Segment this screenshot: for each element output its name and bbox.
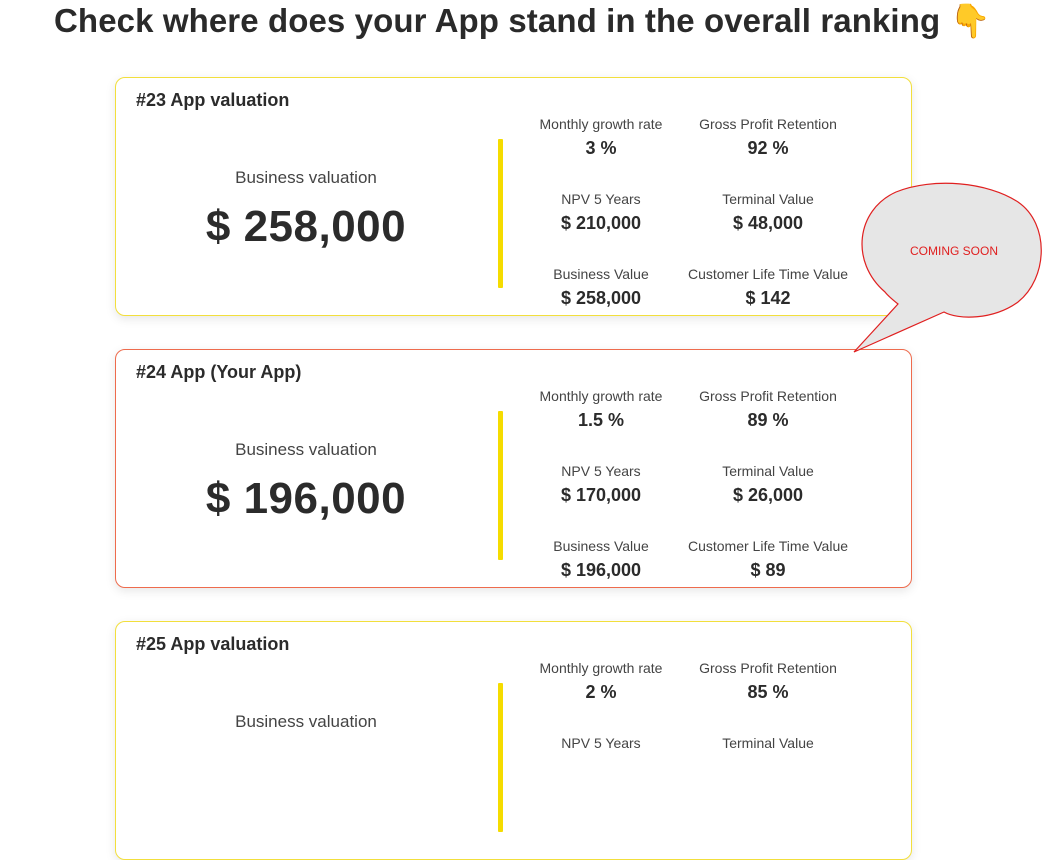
- ranking-card-25: #25 App valuation Business valuation Mon…: [115, 621, 912, 860]
- metric-value: 3 %: [585, 138, 617, 158]
- business-valuation-label: Business valuation: [235, 440, 377, 459]
- metric-value: 85 %: [747, 682, 789, 702]
- metric-npv: NPV 5 Years $ 170,000: [511, 463, 691, 506]
- metric-value: $ 26,000: [732, 485, 804, 505]
- card-title: #23 App valuation: [136, 90, 290, 110]
- metric-value: $ 48,000: [732, 213, 804, 233]
- ranking-card-24-your-app: #24 App (Your App) Business valuation $ …: [115, 349, 912, 588]
- ranking-card-23: #23 App valuation Business valuation $ 2…: [115, 77, 912, 316]
- page-title: Check where does your App stand in the o…: [54, 2, 991, 41]
- metric-value: $ 258,000: [560, 288, 642, 308]
- metric-value: $ 142: [745, 288, 791, 308]
- business-valuation-amount: $ 196,000: [205, 474, 407, 523]
- metric-value: $ 210,000: [560, 213, 642, 233]
- metric-gross-profit-retention: Gross Profit Retention 89 %: [678, 388, 858, 431]
- metric-customer-lifetime-value: Customer Life Time Value $ 89: [678, 538, 858, 581]
- coming-soon-callout: COMING SOON: [853, 182, 1042, 353]
- metric-monthly-growth: Monthly growth rate 3 %: [511, 116, 691, 159]
- metric-terminal-value: Terminal Value $ 26,000: [678, 463, 858, 506]
- metric-label: Monthly growth rate: [539, 116, 663, 132]
- metric-npv: NPV 5 Years: [511, 735, 691, 757]
- metric-terminal-value: Terminal Value $ 48,000: [678, 191, 858, 234]
- speech-bubble-shape: [853, 182, 1042, 353]
- metric-label: Monthly growth rate: [539, 388, 663, 404]
- coming-soon-label: COMING SOON: [910, 244, 998, 258]
- metric-label: Terminal Value: [722, 735, 814, 751]
- metric-label: Customer Life Time Value: [687, 266, 849, 282]
- metric-business-value: Business Value $ 258,000: [511, 266, 691, 309]
- metric-label: Terminal Value: [722, 191, 814, 207]
- metric-value: 92 %: [747, 138, 789, 158]
- metric-value: $ 170,000: [560, 485, 642, 505]
- card-title: #25 App valuation: [136, 634, 290, 654]
- metric-gross-profit-retention: Gross Profit Retention 92 %: [678, 116, 858, 159]
- metric-value: 1.5 %: [577, 410, 625, 430]
- accent-divider: [498, 411, 503, 560]
- metric-label: Gross Profit Retention: [699, 660, 837, 676]
- metric-label: Customer Life Time Value: [687, 538, 849, 554]
- metric-label: NPV 5 Years: [561, 735, 641, 751]
- metric-label: Business Value: [553, 538, 649, 554]
- metric-customer-lifetime-value: Customer Life Time Value $ 142: [678, 266, 858, 309]
- metric-label: Monthly growth rate: [539, 660, 663, 676]
- metric-label: Business Value: [553, 266, 649, 282]
- metric-business-value: Business Value $ 196,000: [511, 538, 691, 581]
- metric-npv: NPV 5 Years $ 210,000: [511, 191, 691, 234]
- metric-monthly-growth: Monthly growth rate 1.5 %: [511, 388, 691, 431]
- business-valuation-amount: $ 258,000: [205, 202, 407, 251]
- metric-label: Gross Profit Retention: [699, 388, 837, 404]
- metric-label: NPV 5 Years: [561, 191, 641, 207]
- metric-value: $ 89: [750, 560, 786, 580]
- metric-monthly-growth: Monthly growth rate 2 %: [511, 660, 691, 703]
- metric-label: NPV 5 Years: [561, 463, 641, 479]
- business-valuation-label: Business valuation: [235, 712, 377, 731]
- business-valuation-label: Business valuation: [235, 168, 377, 187]
- accent-divider: [498, 683, 503, 832]
- pointing-down-icon: 👇: [949, 2, 991, 39]
- accent-divider: [498, 139, 503, 288]
- page-title-text: Check where does your App stand in the o…: [54, 2, 941, 39]
- metric-gross-profit-retention: Gross Profit Retention 85 %: [678, 660, 858, 703]
- metric-value: 89 %: [747, 410, 789, 430]
- metric-terminal-value: Terminal Value: [678, 735, 858, 757]
- metric-label: Gross Profit Retention: [699, 116, 837, 132]
- metric-value: 2 %: [585, 682, 617, 702]
- metric-label: Terminal Value: [722, 463, 814, 479]
- metric-value: $ 196,000: [560, 560, 642, 580]
- card-title: #24 App (Your App): [136, 362, 302, 382]
